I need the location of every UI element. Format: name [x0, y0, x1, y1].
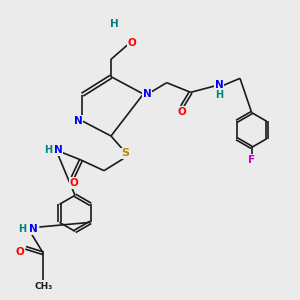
Text: S: S — [121, 148, 129, 158]
Text: O: O — [178, 107, 186, 117]
Text: H: H — [18, 224, 26, 234]
Text: H: H — [215, 90, 223, 100]
Text: N: N — [74, 116, 83, 126]
Text: CH₃: CH₃ — [34, 282, 52, 291]
Text: N: N — [54, 146, 63, 155]
Text: N: N — [214, 80, 224, 90]
Text: H: H — [110, 19, 119, 29]
Text: H: H — [44, 146, 52, 155]
Text: O: O — [15, 247, 24, 257]
Text: O: O — [70, 178, 78, 188]
Text: N: N — [29, 224, 38, 234]
Text: N: N — [143, 89, 152, 99]
Text: F: F — [248, 155, 255, 165]
Text: O: O — [128, 38, 137, 48]
